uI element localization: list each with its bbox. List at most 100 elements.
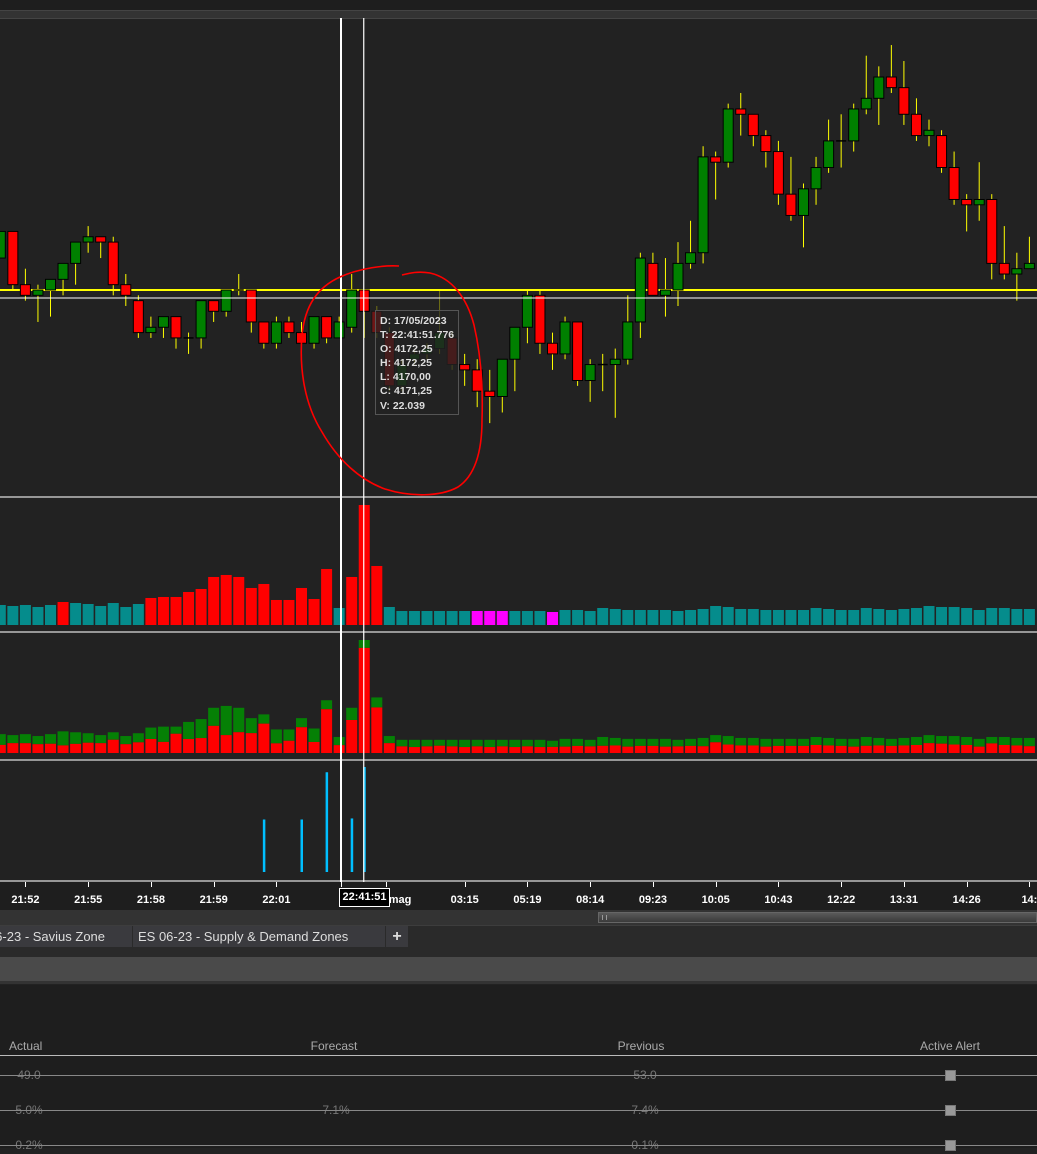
volume-bar bbox=[547, 611, 558, 625]
volume-bar bbox=[584, 610, 596, 625]
buy-volume-bar bbox=[408, 739, 420, 748]
buy-volume-bar bbox=[459, 739, 471, 748]
candle-body bbox=[948, 167, 960, 200]
volume-bar bbox=[835, 609, 847, 625]
grip-icon bbox=[602, 915, 607, 920]
active-alert-checkbox[interactable] bbox=[945, 1140, 956, 1151]
time-tick bbox=[464, 882, 466, 887]
candle bbox=[659, 258, 671, 317]
chart-header-band bbox=[0, 10, 1037, 19]
volume-bar bbox=[961, 607, 973, 625]
candle bbox=[233, 274, 244, 296]
volume-bar bbox=[157, 596, 169, 625]
candle-body bbox=[810, 167, 822, 190]
candle bbox=[509, 326, 521, 392]
buy-volume-bar bbox=[107, 732, 119, 740]
table-row[interactable]: 5.0% 7.1% 7.4% bbox=[0, 1103, 1037, 1119]
buy-volume-bar bbox=[547, 740, 558, 747]
sell-volume-bar bbox=[7, 743, 19, 753]
buy-volume-bar bbox=[622, 738, 634, 747]
candle bbox=[710, 151, 722, 200]
candle bbox=[107, 236, 119, 296]
volume-bar bbox=[873, 608, 885, 625]
candle bbox=[547, 332, 558, 370]
candle bbox=[283, 316, 295, 338]
column-header-actual[interactable]: Actual bbox=[9, 1039, 43, 1053]
active-alert-checkbox[interactable] bbox=[945, 1105, 956, 1116]
sell-volume-bar bbox=[860, 745, 872, 753]
tab-label: ES 06-23 - Savius Zone bbox=[0, 929, 106, 944]
sell-volume-bar bbox=[82, 742, 94, 753]
volume-bar bbox=[572, 609, 584, 625]
candle bbox=[82, 226, 94, 253]
candle bbox=[572, 321, 584, 386]
candle-body bbox=[521, 294, 533, 328]
candle-body bbox=[622, 321, 634, 360]
table-row[interactable]: 49.0 53.0 bbox=[0, 1068, 1037, 1084]
column-header-forecast[interactable]: Forecast bbox=[310, 1039, 358, 1053]
column-header-active-alert[interactable]: Active Alert bbox=[919, 1039, 981, 1053]
tab-savius-zone[interactable]: ES 06-23 - Savius Zone bbox=[0, 926, 132, 947]
sell-volume-bar bbox=[1011, 745, 1023, 753]
buy-volume-bar bbox=[270, 729, 282, 744]
candle bbox=[986, 194, 998, 280]
volume-bar bbox=[220, 574, 232, 625]
candle-body bbox=[107, 241, 119, 286]
buy-volume-bar bbox=[371, 697, 383, 708]
candle bbox=[496, 358, 508, 413]
time-label: 05:19 bbox=[513, 894, 542, 906]
candle-body bbox=[823, 140, 835, 169]
candle bbox=[321, 316, 333, 344]
buy-volume-bar bbox=[936, 736, 948, 744]
buy-volume-bar bbox=[986, 736, 998, 744]
buy-volume-bar bbox=[873, 737, 885, 746]
candle bbox=[308, 316, 320, 349]
buy-volume-bar bbox=[785, 738, 797, 746]
buy-volume-bar bbox=[1011, 737, 1023, 746]
scrollbar-thumb[interactable] bbox=[598, 912, 1037, 923]
time-axis[interactable]: 22:41:51 21:52 21:55 21:58 21:59 22:01 mag 03:… bbox=[0, 882, 1037, 910]
buy-volume-bar bbox=[973, 738, 985, 747]
sell-volume-bar bbox=[534, 747, 546, 753]
buy-volume-bar bbox=[885, 738, 897, 746]
buy-volume-bar bbox=[170, 726, 182, 734]
buy-volume-bar bbox=[998, 736, 1010, 746]
volume-bar bbox=[998, 607, 1010, 625]
volume-bar bbox=[82, 603, 94, 625]
volume-bar bbox=[233, 576, 245, 625]
candle bbox=[810, 156, 822, 205]
volume-bar bbox=[32, 606, 44, 625]
candle bbox=[346, 274, 358, 333]
buy-volume-bar bbox=[634, 738, 646, 746]
table-row[interactable]: 0.2% 0.1% bbox=[0, 1138, 1037, 1154]
tab-supply-demand-zones[interactable]: ES 06-23 - Supply & Demand Zones bbox=[133, 926, 385, 947]
volume-bar bbox=[434, 610, 446, 625]
candle-body bbox=[923, 129, 935, 137]
buy-volume-bar bbox=[898, 737, 910, 746]
candle-body bbox=[346, 289, 358, 328]
add-tab-button[interactable]: + bbox=[386, 926, 408, 947]
time-label: 21:58 bbox=[136, 894, 165, 906]
candle bbox=[735, 92, 747, 136]
candle bbox=[584, 359, 596, 402]
buy-volume-bar bbox=[346, 707, 358, 720]
buy-volume-bar bbox=[521, 739, 533, 747]
volume-bar bbox=[772, 609, 784, 625]
buy-volume-bar bbox=[296, 718, 307, 728]
time-label: 14:26 bbox=[952, 894, 981, 906]
candle-body bbox=[885, 76, 897, 89]
active-alert-checkbox[interactable] bbox=[945, 1070, 956, 1081]
horizontal-scrollbar[interactable] bbox=[0, 910, 1037, 926]
sell-volume-bar bbox=[986, 743, 998, 753]
sell-volume-bar bbox=[584, 746, 596, 753]
volume-bar bbox=[798, 609, 809, 625]
buy-volume-bar bbox=[722, 736, 734, 745]
buy-volume-bar bbox=[333, 736, 345, 746]
chart-area[interactable] bbox=[0, 0, 1037, 882]
candle bbox=[57, 262, 69, 296]
column-header-previous[interactable]: Previous bbox=[617, 1039, 665, 1053]
time-label: 09:23 bbox=[638, 894, 667, 906]
volume-bar bbox=[760, 609, 772, 625]
sell-volume-bar bbox=[459, 747, 471, 753]
volume-bar bbox=[107, 602, 119, 625]
